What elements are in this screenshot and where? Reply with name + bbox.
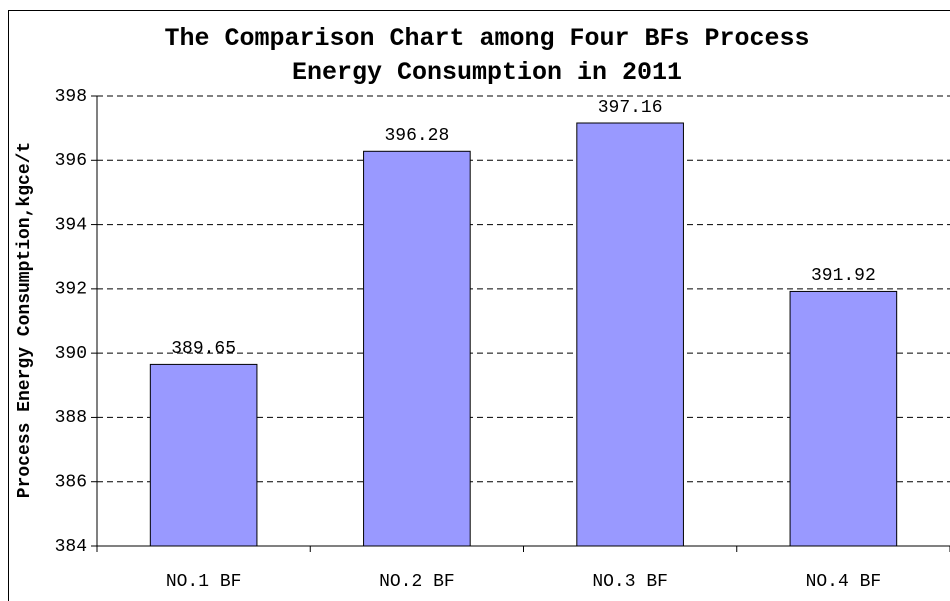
frame bbox=[8, 10, 950, 601]
y-tick-label: 398 bbox=[55, 87, 87, 107]
x-tick-label: NO.3 BF bbox=[592, 572, 668, 592]
y-tick-label: 396 bbox=[55, 151, 87, 171]
y-tick-label: 388 bbox=[55, 408, 87, 428]
y-tick-label: 386 bbox=[55, 472, 87, 492]
value-label: 391.92 bbox=[811, 266, 876, 286]
y-tick-label: 394 bbox=[55, 215, 87, 235]
bar bbox=[149, 363, 258, 547]
value-label: 389.65 bbox=[171, 339, 236, 359]
x-tick-label: NO.4 BF bbox=[806, 572, 882, 592]
bar bbox=[576, 122, 684, 547]
value-label: 396.28 bbox=[384, 126, 449, 146]
chart-title: The Comparison Chart among Four BFs Proc… bbox=[164, 24, 810, 87]
value-label: 397.16 bbox=[598, 98, 663, 118]
bar bbox=[789, 290, 898, 547]
y-tick-label: 384 bbox=[55, 537, 87, 557]
y-axis-label: Process Energy Consumption,kgce/t bbox=[15, 142, 35, 498]
bar bbox=[363, 150, 471, 547]
y-tick-label: 392 bbox=[55, 280, 87, 300]
y-tick-label: 390 bbox=[55, 344, 87, 364]
x-tick-label: NO.1 BF bbox=[166, 572, 242, 592]
x-tick-label: NO.2 BF bbox=[379, 572, 455, 592]
